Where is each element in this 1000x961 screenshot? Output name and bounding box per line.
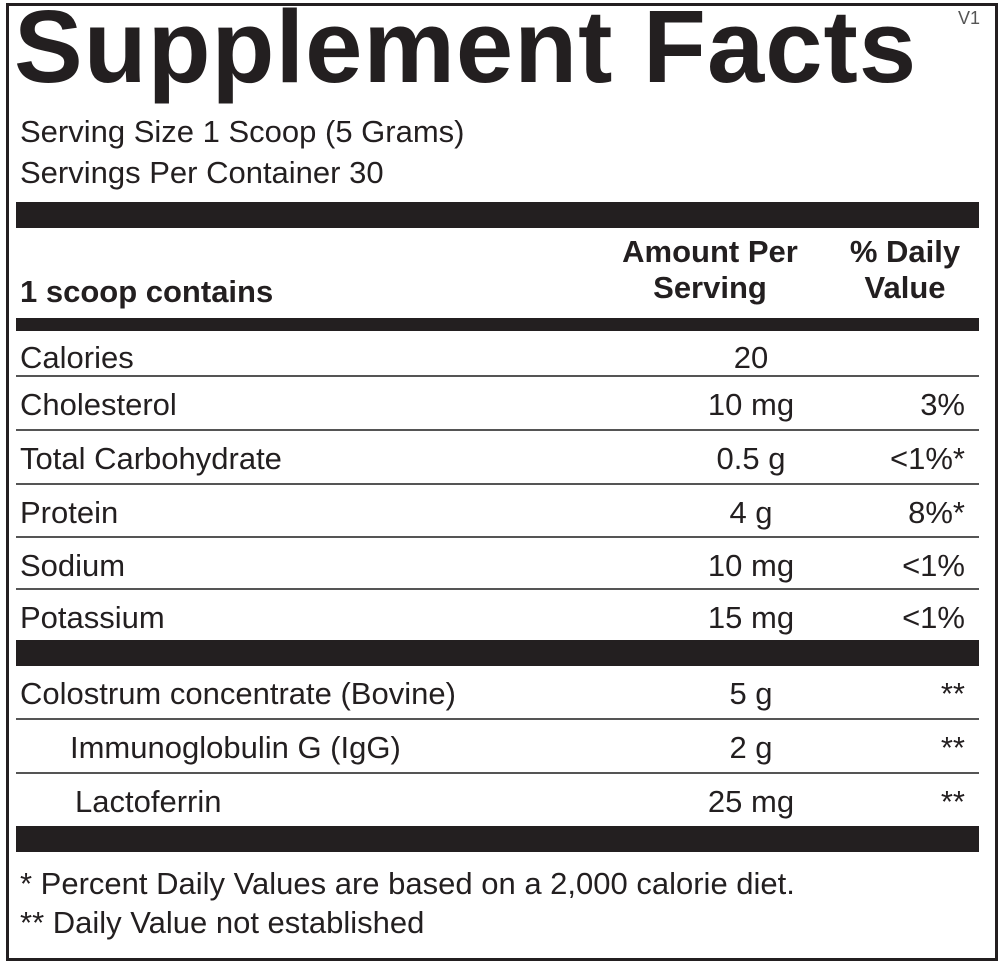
table-row: Protein 4 g 8%* (16, 485, 979, 537)
divider-bar (16, 202, 979, 228)
row-name: Protein (20, 495, 119, 530)
row-amount: 20 (733, 340, 769, 375)
row-amount: 4 g (729, 495, 773, 530)
row-amount: 10 mg (707, 548, 795, 583)
table-row: Calories 20 (16, 330, 979, 382)
row-amount: 0.5 g (716, 441, 786, 476)
divider-bar (16, 826, 979, 852)
row-name: Lactoferrin (75, 784, 222, 819)
row-daily-value: 3% (920, 387, 965, 422)
divider-bar (16, 318, 979, 331)
row-amount: 15 mg (707, 600, 795, 635)
version-mark: V1 (958, 8, 981, 28)
divider-bar (16, 640, 979, 666)
table-row: Colostrum concentrate (Bovine) 5 g ** (16, 666, 979, 718)
table-row: Total Carbohydrate 0.5 g <1%* (16, 431, 979, 483)
header-daily-value: % Daily Value (849, 234, 961, 305)
header-label: 1 scoop contains (20, 274, 274, 309)
serving-size: Serving Size 1 Scoop (5 Grams) (20, 114, 465, 149)
table-row: Sodium 10 mg <1% (16, 538, 979, 590)
row-amount: 25 mg (707, 784, 795, 819)
row-name: Potassium (20, 600, 165, 635)
row-divider (16, 483, 979, 485)
row-divider (16, 772, 979, 774)
row-divider (16, 429, 979, 431)
row-daily-value: ** (940, 784, 965, 819)
row-daily-value: <1% (902, 600, 965, 635)
row-divider (16, 375, 979, 377)
row-name: Calories (20, 340, 134, 375)
row-name: Immunoglobulin G (IgG) (70, 730, 401, 765)
row-divider (16, 718, 979, 720)
row-amount: 10 mg (707, 387, 795, 422)
row-divider (16, 588, 979, 590)
row-name: Cholesterol (20, 387, 177, 422)
row-name: Sodium (20, 548, 126, 583)
row-daily-value: 8%* (908, 495, 965, 530)
footnote: ** Daily Value not established (20, 905, 425, 940)
row-name: Colostrum concentrate (Bovine) (20, 676, 456, 711)
page-title: Supplement Facts (14, 0, 918, 104)
table-row: Cholesterol 10 mg 3% (16, 377, 979, 429)
label-border (6, 3, 998, 961)
footnote: * Percent Daily Values are based on a 2,… (20, 866, 795, 901)
row-daily-value: <1%* (890, 441, 965, 476)
table-row: Immunoglobulin G (IgG) 2 g ** (16, 720, 979, 772)
header-amount: Amount Per Serving (622, 234, 798, 305)
row-daily-value: ** (940, 676, 965, 711)
row-name: Total Carbohydrate (20, 441, 282, 476)
table-row: Potassium 15 mg <1% (16, 590, 979, 642)
table-row: Lactoferrin 25 mg ** (16, 774, 979, 826)
row-daily-value: <1% (902, 548, 965, 583)
servings-per-container: Servings Per Container 30 (20, 155, 384, 190)
row-amount: 5 g (729, 676, 773, 711)
row-amount: 2 g (729, 730, 773, 765)
row-divider (16, 536, 979, 538)
row-daily-value: ** (940, 730, 965, 765)
